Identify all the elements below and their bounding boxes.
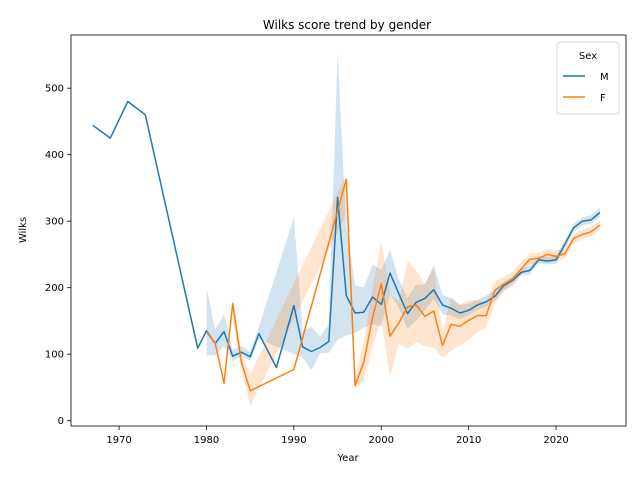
x-axis-label: Year [336, 453, 359, 464]
x-tick-label: 1970 [106, 435, 131, 446]
x-axis: 1970 1980 1990 2000 2010 2020 [106, 426, 569, 446]
x-tick-label: 1990 [281, 435, 306, 446]
x-tick-label: 2020 [543, 435, 568, 446]
y-axis-label: Wilks [18, 217, 29, 243]
y-axis: 0 100 200 300 400 500 [45, 84, 71, 427]
legend-label-m: M [600, 72, 609, 83]
series-line-m [92, 100, 601, 369]
x-tick-label: 1980 [194, 435, 219, 446]
legend: Sex M F [556, 41, 620, 115]
chart-title: Wilks score trend by gender [263, 18, 431, 32]
y-tick-label: 200 [45, 283, 64, 294]
x-tick-label: 2010 [456, 435, 481, 446]
y-tick-label: 0 [58, 416, 64, 427]
legend-label-f: F [600, 93, 606, 104]
legend-title: Sex [579, 51, 597, 62]
x-tick-label: 2000 [369, 435, 394, 446]
y-tick-label: 100 [45, 350, 64, 361]
legend-box [556, 41, 620, 115]
y-tick-label: 300 [45, 217, 64, 228]
confidence-band-f [232, 174, 600, 407]
y-tick-label: 400 [45, 150, 64, 161]
confidence-band-m [206, 52, 600, 371]
series-line-f [205, 178, 601, 392]
y-tick-label: 500 [45, 84, 64, 95]
plot-frame [70, 34, 627, 427]
plot-area [92, 52, 601, 407]
